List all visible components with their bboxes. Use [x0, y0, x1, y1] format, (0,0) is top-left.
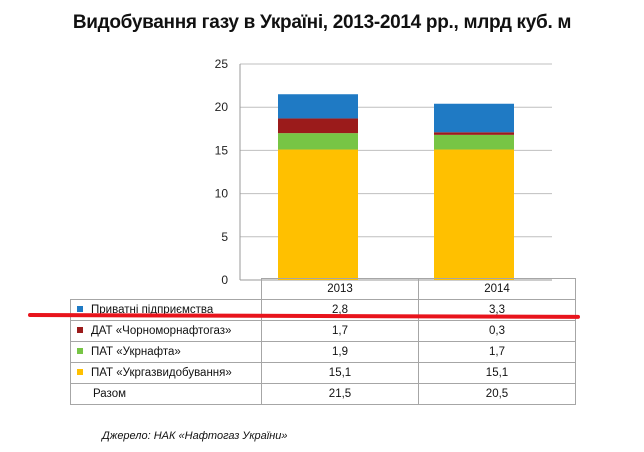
- bar-segment-2013-series-0: [278, 149, 358, 280]
- chart-title: Видобування газу в Україні, 2013-2014 рр…: [72, 12, 572, 33]
- legend-label-ukrgazvydobuvannya: ПАТ «Укргазвидобування»: [91, 367, 232, 379]
- source-note: Джерело: НАК «Нафтогаз України»: [102, 430, 288, 442]
- y-tick-label: 25: [215, 57, 229, 71]
- table-row-label-total: Разом: [70, 383, 262, 405]
- table-row-total: Разом 21,5 20,5: [70, 383, 576, 405]
- table-cell-ukrgazvydobuvannya-2013: 15,1: [261, 362, 419, 384]
- bar-segment-2013-series-2: [278, 118, 358, 134]
- legend-key-chornomornaftogaz: [77, 327, 83, 333]
- table-row-chornomornaftogaz: ДАТ «Чорноморнафтогаз» 1,7 0,3: [70, 320, 576, 342]
- table-cell-chornomornaftogaz-2013: 1,7: [261, 320, 419, 342]
- y-tick-label: 15: [215, 143, 229, 157]
- table-row-ukrnafta: ПАТ «Укрнафта» 1,9 1,7: [70, 341, 576, 363]
- data-table: 2013 2014 Приватні підприємства 2,8 3,3 …: [70, 278, 576, 405]
- bar-segment-2013-series-3: [278, 94, 358, 119]
- table-header-2014: 2014: [418, 278, 576, 300]
- table-header-2013: 2013: [261, 278, 419, 300]
- legend-label-ukrnafta: ПАТ «Укрнафта»: [91, 346, 181, 358]
- y-tick-label: 10: [215, 187, 229, 201]
- y-tick-label: 20: [215, 100, 229, 114]
- bar-segment-2013-series-1: [278, 133, 358, 150]
- table-row-ukrgazvydobuvannya: ПАТ «Укргазвидобування» 15,1 15,1: [70, 362, 576, 384]
- table-row-label: ПАТ «Укрнафта»: [70, 341, 262, 363]
- legend-key-private: [77, 306, 83, 312]
- y-tick-label: 5: [221, 230, 228, 244]
- table-cell-ukrgazvydobuvannya-2014: 15,1: [418, 362, 576, 384]
- bar-segment-2014-series-2: [434, 132, 514, 135]
- bar-segment-2014-series-0: [434, 149, 514, 280]
- legend-key-ukrgazvydobuvannya: [77, 369, 83, 375]
- table-row-label: ДАТ «Чорноморнафтогаз»: [70, 320, 262, 342]
- legend-key-ukrnafta: [77, 348, 83, 354]
- bar-segment-2014-series-3: [434, 103, 514, 133]
- table-header-empty-cell: [70, 278, 262, 300]
- table-cell-total-2014: 20,5: [418, 383, 576, 405]
- table-cell-ukrnafta-2014: 1,7: [418, 341, 576, 363]
- table-cell-total-2013: 21,5: [261, 383, 419, 405]
- legend-label-chornomornaftogaz: ДАТ «Чорноморнафтогаз»: [91, 325, 232, 337]
- table-header-row: 2013 2014: [70, 278, 576, 300]
- table-row-label: ПАТ «Укргазвидобування»: [70, 362, 262, 384]
- table-cell-ukrnafta-2013: 1,9: [261, 341, 419, 363]
- table-cell-chornomornaftogaz-2014: 0,3: [418, 320, 576, 342]
- bar-segment-2014-series-1: [434, 134, 514, 150]
